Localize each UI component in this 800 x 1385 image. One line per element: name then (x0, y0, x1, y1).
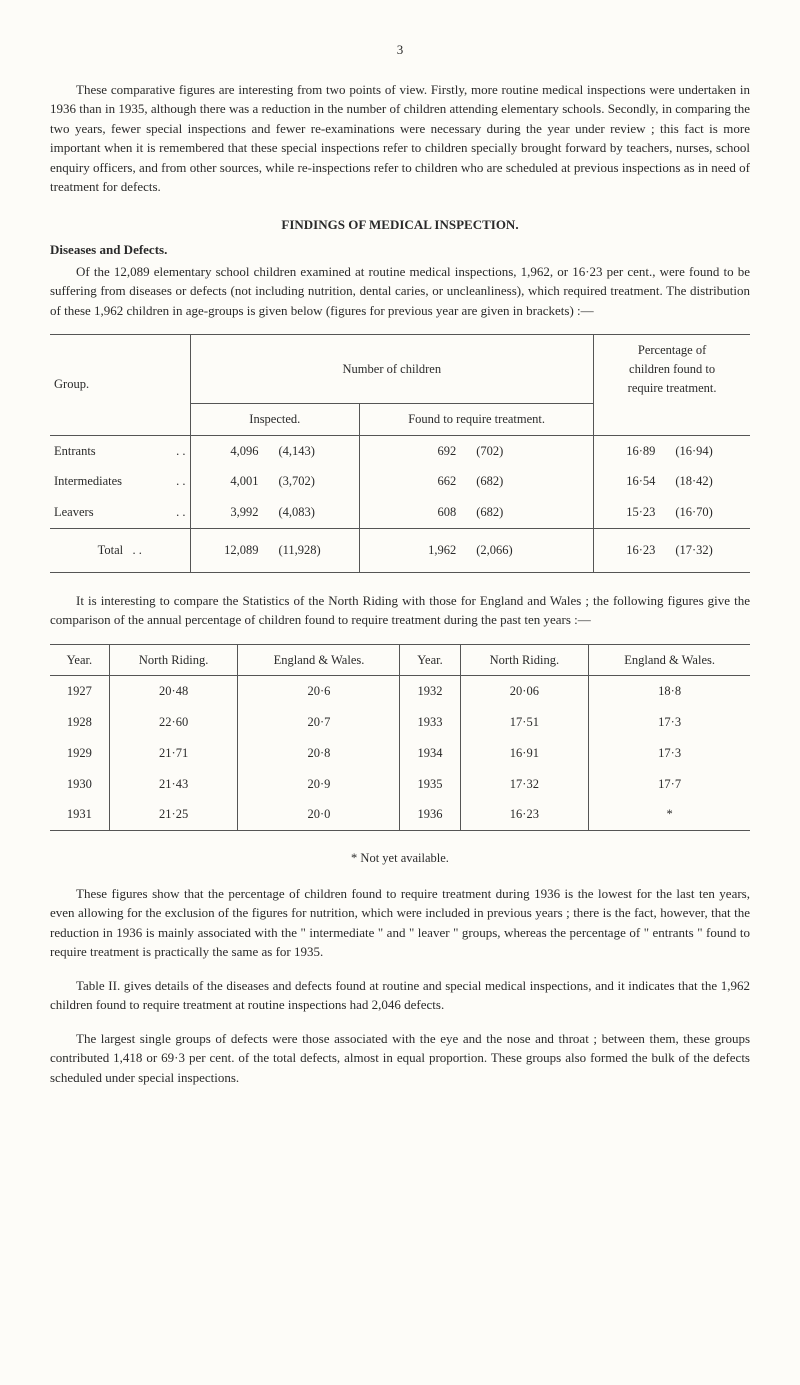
text: Percentage of (638, 343, 706, 357)
cell: 1927 (50, 676, 109, 707)
cell: 692 (360, 435, 467, 466)
cell: (17·32) (665, 528, 750, 572)
table-row: 1927 20·48 20·6 1932 20·06 18·8 (50, 676, 750, 707)
cell: 1929 (50, 738, 109, 769)
row-label: Intermediates . . (50, 466, 190, 497)
col-header: Year. (50, 644, 109, 676)
text: require treatment. (628, 381, 717, 395)
body-paragraph: Table II. gives details of the diseases … (50, 976, 750, 1015)
col-header-percentage-line1: Percentage of children found to require … (594, 335, 750, 404)
cell: 20·9 (238, 769, 400, 800)
cell: (16·94) (665, 435, 750, 466)
cell: 1935 (400, 769, 460, 800)
table-row: 1929 21·71 20·8 1934 16·91 17·3 (50, 738, 750, 769)
table-row: 1930 21·43 20·9 1935 17·32 17·7 (50, 769, 750, 800)
row-label: Entrants . . (50, 435, 190, 466)
cell: 17·32 (460, 769, 589, 800)
cell: 20·0 (238, 799, 400, 830)
col-header: North Riding. (109, 644, 238, 676)
cell: * (589, 799, 750, 830)
cell: (2,066) (466, 528, 593, 572)
col-header: Year. (400, 644, 460, 676)
cell: 4,001 (190, 466, 268, 497)
cell: 16·23 (594, 528, 666, 572)
col-header-found: Found to require treatment. (360, 403, 594, 435)
cell: 1933 (400, 707, 460, 738)
cell: 12,089 (190, 528, 268, 572)
table-total-row: Total . . 12,089 (11,928) 1,962 (2,066) … (50, 528, 750, 572)
row-label: Total . . (50, 528, 190, 572)
empty-cell (594, 403, 750, 435)
cell: 22·60 (109, 707, 238, 738)
cell: (3,702) (268, 466, 359, 497)
col-header-group: Group. (50, 335, 190, 436)
cell: (11,928) (268, 528, 359, 572)
cell: 21·71 (109, 738, 238, 769)
cell: 20·8 (238, 738, 400, 769)
cell: 17·3 (589, 738, 750, 769)
cell: 20·7 (238, 707, 400, 738)
cell: (702) (466, 435, 593, 466)
table-row: 1931 21·25 20·0 1936 16·23 * (50, 799, 750, 830)
cell: 3,992 (190, 497, 268, 528)
body-paragraph: These figures show that the percentage o… (50, 884, 750, 962)
cell: 4,096 (190, 435, 268, 466)
table-row: Entrants . . 4,096 (4,143) 692 (702) 16·… (50, 435, 750, 466)
table-row: Leavers . . 3,992 (4,083) 608 (682) 15·2… (50, 497, 750, 528)
col-header: North Riding. (460, 644, 589, 676)
cell: 1934 (400, 738, 460, 769)
table-row: 1928 22·60 20·7 1933 17·51 17·3 (50, 707, 750, 738)
cell: 21·25 (109, 799, 238, 830)
yearly-comparison-table: Year. North Riding. England & Wales. Yea… (50, 644, 750, 832)
cell: 20·48 (109, 676, 238, 707)
col-header-number: Number of children (190, 335, 594, 404)
cell: 608 (360, 497, 467, 528)
cell: 1,962 (360, 528, 467, 572)
cell: 20·6 (238, 676, 400, 707)
cell: 1932 (400, 676, 460, 707)
cell: 18·8 (589, 676, 750, 707)
cell: 21·43 (109, 769, 238, 800)
cell: 17·51 (460, 707, 589, 738)
cell: 17·3 (589, 707, 750, 738)
col-header-inspected: Inspected. (190, 403, 360, 435)
section-heading: FINDINGS OF MEDICAL INSPECTION. (50, 215, 750, 235)
cell: 16·54 (594, 466, 666, 497)
cell: 1928 (50, 707, 109, 738)
body-paragraph: Of the 12,089 elementary school children… (50, 262, 750, 321)
cell: (682) (466, 497, 593, 528)
row-label: Leavers . . (50, 497, 190, 528)
cell: 15·23 (594, 497, 666, 528)
cell: 1930 (50, 769, 109, 800)
cell: (4,143) (268, 435, 359, 466)
cell: (4,083) (268, 497, 359, 528)
page-number: 3 (50, 40, 750, 60)
cell: 16·23 (460, 799, 589, 830)
cell: 16·91 (460, 738, 589, 769)
body-paragraph: The largest single groups of defects wer… (50, 1029, 750, 1088)
cell: 1931 (50, 799, 109, 830)
col-header: England & Wales. (238, 644, 400, 676)
cell: 20·06 (460, 676, 589, 707)
table-row: Intermediates . . 4,001 (3,702) 662 (682… (50, 466, 750, 497)
cell: 16·89 (594, 435, 666, 466)
cell: 662 (360, 466, 467, 497)
table-footnote: * Not yet available. (50, 849, 750, 868)
cell: (16·70) (665, 497, 750, 528)
cell: (682) (466, 466, 593, 497)
body-paragraph: These comparative figures are interestin… (50, 80, 750, 197)
cell: 1936 (400, 799, 460, 830)
cell: (18·42) (665, 466, 750, 497)
groups-table: Group. Number of children Percentage of … (50, 334, 750, 573)
text: children found to (629, 362, 715, 376)
body-paragraph: It is interesting to compare the Statist… (50, 591, 750, 630)
subsection-heading: Diseases and Defects. (50, 240, 750, 260)
col-header: England & Wales. (589, 644, 750, 676)
cell: 17·7 (589, 769, 750, 800)
